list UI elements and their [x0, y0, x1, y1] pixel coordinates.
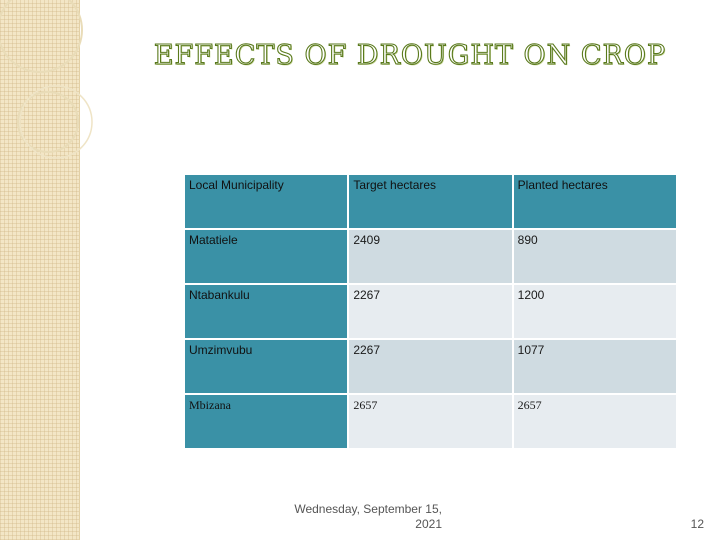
table-row: Mbizana 2657 2657 [182, 393, 679, 450]
table-row: Umzimvubu 2267 1077 [182, 338, 679, 395]
municipality-cell: Ntabankulu [182, 283, 350, 340]
municipality-cell: Mbizana [182, 393, 350, 450]
target-cell: 2409 [347, 228, 514, 285]
planted-cell: 2657 [511, 393, 679, 450]
slide-title: EFFECTS OF DROUGHT ON CROP [153, 39, 667, 71]
municipality-cell: Matatiele [182, 228, 350, 285]
target-cell: 2267 [347, 283, 514, 340]
table-row: Ntabankulu 2267 1200 [182, 283, 679, 340]
drought-crop-table: Local Municipality Target hectares Plant… [182, 173, 679, 450]
header-target-hectares: Target hectares [347, 173, 514, 230]
municipality-cell: Umzimvubu [182, 338, 350, 395]
page-number: 12 [690, 517, 704, 531]
table-header-row: Local Municipality Target hectares Plant… [182, 173, 679, 230]
table-row: Matatiele 2409 890 [182, 228, 679, 285]
target-cell: 2267 [347, 338, 514, 395]
header-planted-hectares: Planted hectares [511, 173, 679, 230]
target-cell: 2657 [347, 393, 514, 450]
planted-cell: 1200 [511, 283, 679, 340]
decorative-circles [0, 0, 93, 159]
planted-cell: 1077 [511, 338, 679, 395]
footer-date: Wednesday, September 15, 2021 [260, 502, 442, 532]
footer-date-line1: Wednesday, September 15, [294, 502, 442, 516]
header-municipality: Local Municipality [182, 173, 350, 230]
planted-cell: 890 [511, 228, 679, 285]
footer-date-line2: 2021 [415, 517, 442, 531]
